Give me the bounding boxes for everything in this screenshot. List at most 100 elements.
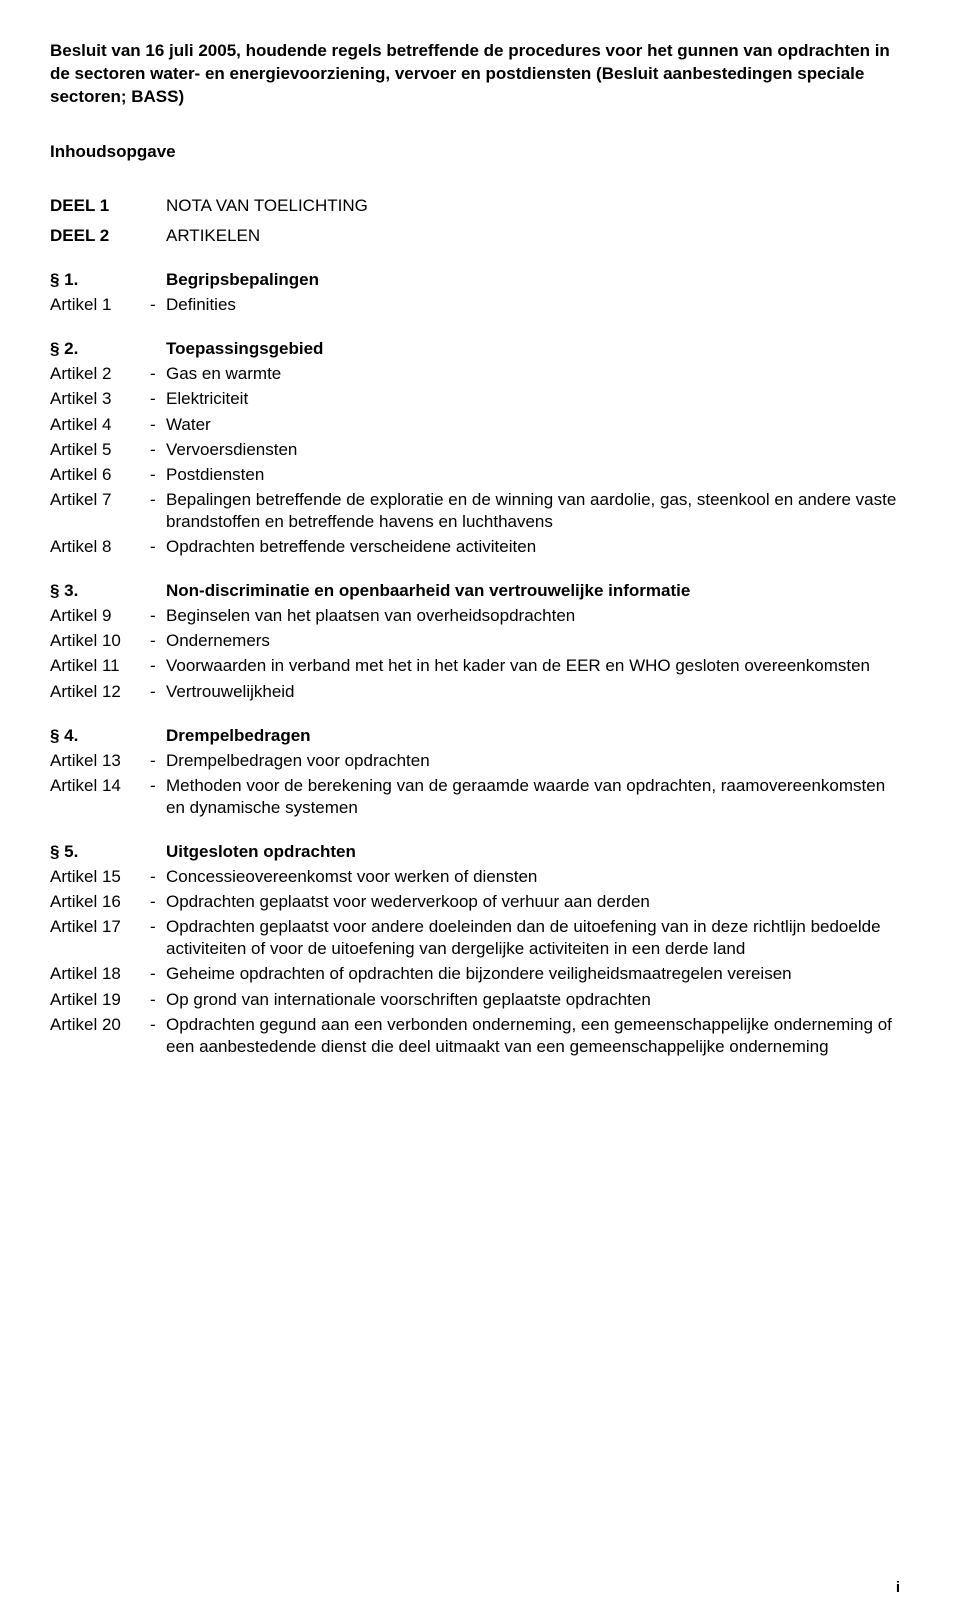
article-number: Artikel 4 [50,414,150,436]
article-text: Geheime opdrachten of opdrachten die bij… [166,963,900,985]
article-row: Artikel 1-Definities [50,294,900,316]
dash-separator: - [150,388,166,410]
article-text: Gas en warmte [166,363,900,385]
deel2-text: ARTIKELEN [166,225,900,247]
article-row: Artikel 18-Geheime opdrachten of opdrach… [50,963,900,985]
article-number: Artikel 18 [50,963,150,985]
article-row: Artikel 14-Methoden voor de berekening v… [50,775,900,819]
section-title: Non-discriminatie en openbaarheid van ve… [166,580,900,602]
dash-separator: - [150,750,166,772]
article-number: Artikel 11 [50,655,150,677]
article-text: Opdrachten geplaatst voor wederverkoop o… [166,891,900,913]
spacer [150,225,166,247]
article-row: Artikel 5-Vervoersdiensten [50,439,900,461]
article-number: Artikel 2 [50,363,150,385]
article-text: Opdrachten gegund aan een verbonden onde… [166,1014,900,1058]
section-header-row: § 5.Uitgesloten opdrachten [50,841,900,863]
article-row: Artikel 10-Ondernemers [50,630,900,652]
article-row: Artikel 9-Beginselen van het plaatsen va… [50,605,900,627]
article-row: Artikel 6-Postdiensten [50,464,900,486]
dash-separator: - [150,489,166,533]
section-title: Drempelbedragen [166,725,900,747]
dash-separator: - [150,775,166,819]
article-number: Artikel 7 [50,489,150,533]
page-number: i [896,1578,900,1598]
article-text: Methoden voor de berekening van de geraa… [166,775,900,819]
section-header-row: § 4. Drempelbedragen [50,725,900,747]
section-number: § 2. [50,338,150,360]
deel1-text: NOTA VAN TOELICHTING [166,195,900,217]
article-number: Artikel 1 [50,294,150,316]
deel1-label: DEEL 1 [50,195,150,217]
section-title: Toepassingsgebied [166,338,900,360]
deel-row: DEEL 2 ARTIKELEN [50,225,900,247]
article-row: Artikel 16-Opdrachten geplaatst voor wed… [50,891,900,913]
article-number: Artikel 13 [50,750,150,772]
article-number: Artikel 10 [50,630,150,652]
article-text: Opdrachten geplaatst voor andere doelein… [166,916,900,960]
spacer [150,195,166,217]
article-row: Artikel 13-Drempelbedragen voor opdracht… [50,750,900,772]
article-text: Elektriciteit [166,388,900,410]
article-text: Opdrachten betreffende verscheidene acti… [166,536,900,558]
article-text: Drempelbedragen voor opdrachten [166,750,900,772]
dash-separator: - [150,655,166,677]
article-row: Artikel 19-Op grond van internationale v… [50,989,900,1011]
article-text: Vervoersdiensten [166,439,900,461]
article-number: Artikel 5 [50,439,150,461]
article-text: Beginselen van het plaatsen van overheid… [166,605,900,627]
dash-separator: - [150,439,166,461]
document-subtitle: Inhoudsopgave [50,141,900,163]
article-text: Concessieovereenkomst voor werken of die… [166,866,900,888]
section-title: Begripsbepalingen [166,269,900,291]
article-number: Artikel 16 [50,891,150,913]
dash-separator: - [150,605,166,627]
article-row: Artikel 17-Opdrachten geplaatst voor and… [50,916,900,960]
spacer [150,580,166,602]
section-number: § 5. [50,841,150,863]
article-text: Postdiensten [166,464,900,486]
dash-separator: - [150,681,166,703]
article-number: Artikel 17 [50,916,150,960]
article-row: Artikel 3-Elektriciteit [50,388,900,410]
article-row: Artikel 2-Gas en warmte [50,363,900,385]
dash-separator: - [150,630,166,652]
dash-separator: - [150,989,166,1011]
article-text: Vertrouwelijkheid [166,681,900,703]
dash-separator: - [150,963,166,985]
article-text: Definities [166,294,900,316]
section-number: § 1. [50,269,150,291]
deel2-label: DEEL 2 [50,225,150,247]
article-row: Artikel 11-Voorwaarden in verband met he… [50,655,900,677]
spacer [150,725,166,747]
document-title: Besluit van 16 juli 2005, houdende regel… [50,40,900,109]
spacer [150,269,166,291]
article-text: Ondernemers [166,630,900,652]
dash-separator: - [150,916,166,960]
article-row: Artikel 4-Water [50,414,900,436]
article-number: Artikel 20 [50,1014,150,1058]
deel-row: DEEL 1 NOTA VAN TOELICHTING [50,195,900,217]
dash-separator: - [150,414,166,436]
dash-separator: - [150,866,166,888]
section-header-row: § 3. Non-discriminatie en openbaarheid va… [50,580,900,602]
article-number: Artikel 8 [50,536,150,558]
dash-separator: - [150,363,166,385]
dash-separator: - [150,536,166,558]
section-header-row: § 2. Toepassingsgebied [50,338,900,360]
article-row: Artikel 7-Bepalingen betreffende de expl… [50,489,900,533]
article-number: Artikel 19 [50,989,150,1011]
dash-separator: - [150,891,166,913]
article-number: Artikel 9 [50,605,150,627]
article-number: Artikel 15 [50,866,150,888]
dash-separator: - [150,464,166,486]
section-number: § 3. [50,580,150,602]
article-number: Artikel 3 [50,388,150,410]
article-row: Artikel 15-Concessieovereenkomst voor we… [50,866,900,888]
article-number: Artikel 12 [50,681,150,703]
section-number: § 4. [50,725,150,747]
article-text: Water [166,414,900,436]
article-number: Artikel 6 [50,464,150,486]
article-text: Op grond van internationale voorschrifte… [166,989,900,1011]
article-row: Artikel 20-Opdrachten gegund aan een ver… [50,1014,900,1058]
